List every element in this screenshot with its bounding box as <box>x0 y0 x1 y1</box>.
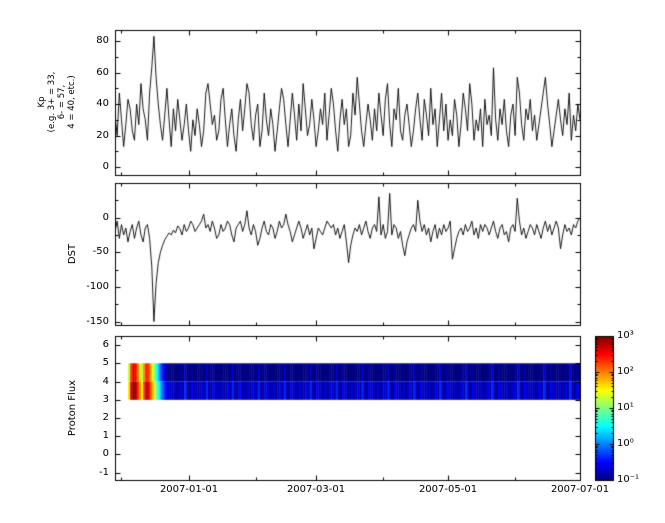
kp-axis-label-line: 4 = 40, etc.) <box>67 75 77 129</box>
kp-axis-label-line: 6- = 57, <box>57 84 67 120</box>
proton-flux-axis-label: Proton Flux <box>67 380 79 436</box>
proton-flux-axis-label-line: Proton Flux <box>67 379 78 437</box>
kp-axis-label: Kp (e.g. 3+ = 33, 6- = 57, 4 = 40, etc.) <box>37 72 77 133</box>
dst-axis-label-line: DST <box>67 243 78 265</box>
kp-axis-label-line: Kp <box>37 96 47 108</box>
dst-axis-label: DST <box>67 244 79 264</box>
kp-axis-label-line: (e.g. 3+ = 33, <box>47 71 57 133</box>
